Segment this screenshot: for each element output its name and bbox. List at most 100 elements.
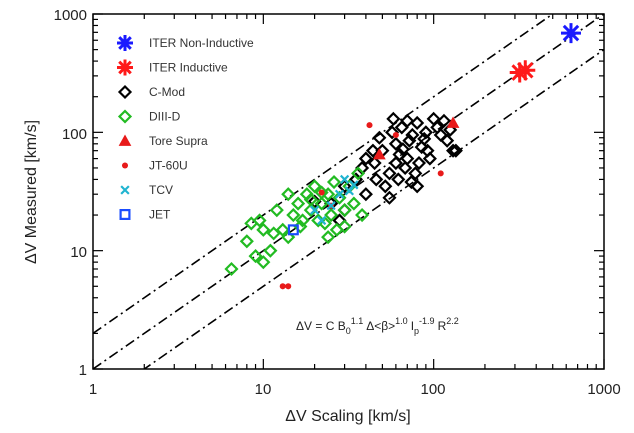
legend-label-c-mod: C-Mod	[149, 85, 185, 99]
data-point-diii-d	[281, 187, 296, 202]
data-point-tore-supra	[373, 147, 386, 160]
formula-beta: Δ<β>	[366, 319, 395, 333]
formula-b-sub: 0	[346, 326, 351, 336]
data-point-jt-60u	[318, 189, 325, 196]
data-point-c-mod	[418, 125, 433, 140]
data-point-c-mod	[405, 127, 420, 143]
data-point-diii-d	[307, 179, 322, 194]
data-point-c-mod	[446, 143, 461, 158]
data-point-diii-d	[256, 222, 271, 237]
data-point-jt-60u	[285, 283, 292, 290]
data-point-c-mod	[443, 122, 458, 137]
data-point-c-mod	[417, 131, 432, 146]
x-tick-label-10: 10	[255, 381, 272, 398]
data-point-c-mod	[398, 160, 413, 176]
data-point-diii-d	[303, 192, 318, 207]
y-tick-label-1000: 1000	[54, 7, 87, 24]
reference-line-1	[93, 14, 604, 369]
data-point-iter-inductive	[515, 60, 536, 81]
formula-b-exp: 1.1	[351, 316, 364, 326]
data-point-diii-d	[355, 207, 370, 223]
data-point-c-mod	[388, 156, 403, 171]
data-point-tcv	[339, 174, 350, 185]
data-point-c-mod	[386, 111, 401, 126]
data-point-diii-d	[263, 243, 278, 258]
x-tick-label-1: 1	[89, 381, 97, 398]
data-point-diii-d	[346, 196, 361, 211]
legend-label-iter-non-inductive: ITER Non-Inductive	[149, 36, 254, 50]
data-point-jt-60u	[437, 170, 444, 177]
data-point-tcv	[344, 186, 355, 196]
x-axis-label: ΔV Scaling [km/s]	[285, 408, 410, 425]
data-point-diii-d	[291, 196, 306, 211]
reference-line-0	[93, 14, 555, 335]
legend: ITER Non-Inductive ITER Inductive C-Mod DII…	[117, 35, 254, 222]
data-point-c-mod	[382, 190, 397, 205]
data-point-diii-d	[275, 222, 290, 237]
data-point-c-mod	[365, 143, 380, 158]
data-point-c-mod	[422, 151, 437, 166]
data-point-c-mod	[414, 140, 429, 155]
data-point-c-mod	[358, 187, 373, 202]
data-point-diii-d	[248, 249, 263, 264]
legend-marker-iter-non-inductive	[117, 35, 133, 51]
x-tick-label-1000: 1000	[587, 381, 620, 398]
data-point-diii-d	[295, 213, 310, 228]
axis-ticks	[92, 13, 605, 370]
data-point-c-mod	[440, 133, 455, 148]
data-point-diii-d	[326, 175, 342, 190]
data-point-tcv	[326, 201, 336, 211]
x-tick-labels: 1 10 100 1000	[89, 381, 621, 398]
legend-marker-jet	[119, 209, 131, 221]
data-point-diii-d	[314, 196, 329, 211]
data-point-diii-d	[269, 203, 284, 218]
data-point-c-mod	[388, 136, 403, 151]
data-point-diii-d	[337, 203, 352, 218]
y-tick-label-100: 100	[62, 126, 87, 143]
data-point-c-mod	[408, 166, 423, 181]
data-point-c-mod	[358, 151, 373, 166]
data-point-c-mod	[337, 203, 352, 218]
data-point-diii-d	[281, 230, 296, 245]
data-point-diii-d	[256, 255, 271, 270]
data-points	[224, 23, 581, 290]
legend-marker-iter-inductive	[117, 59, 133, 76]
x-tick-label-100: 100	[420, 381, 445, 398]
data-point-diii-d	[324, 207, 339, 223]
data-point-c-mod	[385, 125, 400, 140]
data-point-diii-d	[311, 213, 326, 228]
formula-prefix: ΔV = C B	[296, 319, 346, 333]
data-point-diii-d	[337, 219, 352, 234]
data-point-diii-d	[244, 216, 259, 231]
data-point-c-mod	[395, 142, 410, 157]
legend-label-iter-inductive: ITER Inductive	[149, 61, 228, 75]
data-point-c-mod	[402, 133, 417, 148]
data-point-c-mod	[448, 143, 463, 158]
data-point-c-mod	[337, 179, 352, 194]
data-point-c-mod	[382, 166, 397, 181]
legend-label-jt-60u: JT-60U	[149, 159, 188, 173]
data-point-c-mod	[391, 172, 406, 187]
data-point-tcv	[309, 205, 320, 215]
data-point-diii-d	[303, 203, 318, 218]
data-point-c-mod	[411, 156, 427, 171]
formula-i: I	[411, 319, 414, 333]
data-point-diii-d	[224, 261, 239, 277]
data-point-c-mod	[436, 113, 452, 128]
data-point-jt-60u	[392, 131, 399, 138]
legend-marker-tcv	[120, 185, 130, 195]
data-point-jet	[287, 224, 299, 236]
formula-beta-exp: 1.0	[395, 316, 408, 326]
data-point-c-mod	[378, 179, 393, 194]
y-axis-label: ΔV Measured [km/s]	[23, 120, 40, 264]
legend-marker-c-mod	[117, 84, 133, 100]
legend-marker-jt-60u	[121, 162, 129, 169]
data-point-diii-d	[239, 234, 254, 249]
data-point-diii-d	[266, 226, 281, 241]
data-point-tcv	[334, 189, 345, 199]
legend-marker-diii-d	[117, 109, 133, 124]
y-tick-label-10: 10	[70, 244, 87, 261]
data-point-diii-d	[332, 190, 347, 205]
data-point-diii-d	[252, 213, 267, 228]
